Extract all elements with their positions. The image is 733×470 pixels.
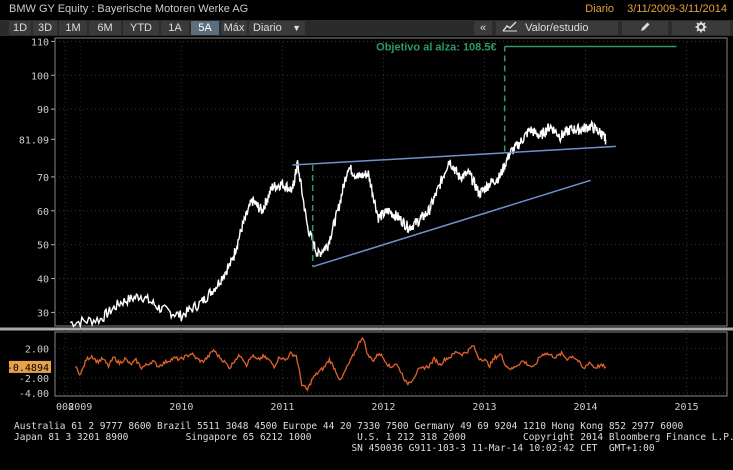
x-tick-label: 2014: [573, 402, 597, 413]
range-button-ytd[interactable]: YTD: [123, 21, 159, 35]
x-tick-label: 2010: [169, 402, 193, 413]
chart-line-icon: [502, 21, 521, 34]
footer-contacts-1: Australia 61 2 9777 8600 Brazil 5511 304…: [14, 421, 684, 432]
pencil-button[interactable]: [622, 21, 668, 35]
oscillator-plot-frame: [54, 331, 728, 397]
osc-tick-label: -2.00: [19, 374, 49, 385]
footer-session: SN 450036 G911-103-3 11-Mar-14 10:02:42 …: [14, 443, 655, 454]
gear-icon: [695, 21, 707, 34]
chevron-down-icon: ▼: [292, 23, 301, 33]
chart-area[interactable]: 110 100 90 81.09 70 60 50 40 30 008 2009 2010 2011 20…: [0, 36, 733, 466]
x-tick-label: 2013: [472, 402, 496, 413]
collapse-button[interactable]: «: [474, 21, 492, 35]
title-bar: BMW GY Equity : Bayerische Motoren Werke…: [0, 0, 733, 20]
x-tick-label: 2011: [270, 402, 294, 413]
study-label: Valor/estudio: [525, 22, 589, 34]
range-button-max[interactable]: Máx: [221, 21, 247, 35]
range-button-1m[interactable]: 1M: [59, 21, 87, 35]
pencil-icon: [639, 22, 651, 34]
x-tick-label: 008: [56, 402, 74, 413]
resistance-trendline: [292, 145, 616, 166]
osc-tick-label: 2.00: [25, 344, 49, 355]
date-range[interactable]: 3/11/2009-3/11/2014: [627, 3, 727, 15]
y-tick-label: 90: [37, 105, 49, 116]
target-annotation: Objetivo al alza: 108.5€: [376, 42, 496, 54]
study-button[interactable]: Valor/estudio: [496, 21, 618, 35]
settings-button[interactable]: [672, 21, 730, 35]
y-tick-label: 110: [31, 37, 49, 48]
range-toolbar: 1D 3D 1M 6M YTD 1A 5A Máx Diario ▼ « Val…: [0, 20, 733, 37]
period-select[interactable]: Diario ▼: [249, 21, 305, 35]
period-select-label: Diario: [253, 22, 282, 34]
frequency-label: Diario: [585, 3, 615, 15]
security-title: BMW GY Equity : Bayerische Motoren Werke…: [9, 3, 249, 15]
y-tick-label: 50: [37, 241, 49, 252]
footer-contacts-2: Japan 81 3 3201 8900 Singapore 65 6212 1…: [14, 432, 733, 443]
x-tick-label: 2012: [371, 402, 395, 413]
range-button-6m[interactable]: 6M: [89, 21, 121, 35]
main-plot-frame: [54, 37, 728, 327]
oscillator-series-line: [75, 337, 607, 392]
y-tick-label: 30: [37, 308, 49, 319]
y-tick-label: 60: [37, 207, 49, 218]
osc-tick-label: -4.00: [19, 389, 49, 400]
y-tick-label: 81.09: [19, 135, 49, 146]
x-tick-label: 2015: [675, 402, 699, 413]
support-trendline: [312, 179, 591, 268]
x-tick-label: 2009: [68, 402, 92, 413]
price-series-line: [69, 119, 607, 329]
range-button-5a[interactable]: 5A: [191, 21, 219, 35]
y-tick-label: 100: [31, 71, 49, 82]
y-tick-label: 70: [37, 173, 49, 184]
title-right: Diario 3/11/2009-3/11/2014: [575, 3, 727, 15]
range-button-1d[interactable]: 1D: [9, 21, 31, 35]
last-value-marker: [9, 360, 51, 373]
range-button-3d[interactable]: 3D: [33, 21, 57, 35]
last-value-label: -0.4894: [7, 363, 49, 374]
y-tick-label: 40: [37, 275, 49, 286]
range-button-1a[interactable]: 1A: [161, 21, 189, 35]
